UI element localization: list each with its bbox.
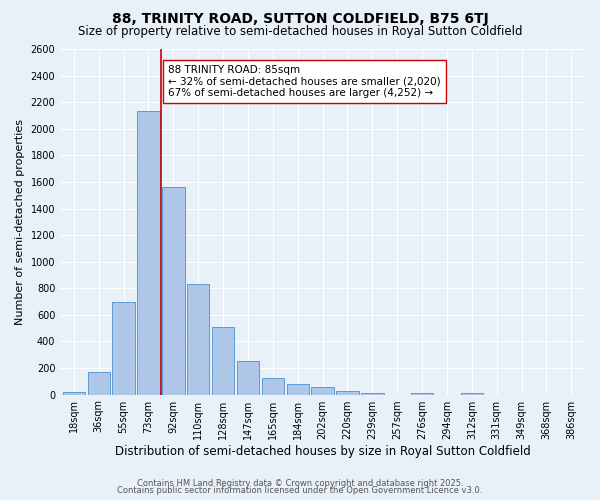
Text: Contains public sector information licensed under the Open Government Licence v3: Contains public sector information licen… xyxy=(118,486,482,495)
Bar xyxy=(212,327,234,394)
Text: 88, TRINITY ROAD, SUTTON COLDFIELD, B75 6TJ: 88, TRINITY ROAD, SUTTON COLDFIELD, B75 … xyxy=(112,12,488,26)
Bar xyxy=(88,372,110,394)
Text: Size of property relative to semi-detached houses in Royal Sutton Coldfield: Size of property relative to semi-detach… xyxy=(78,25,522,38)
Bar xyxy=(311,386,334,394)
Text: 88 TRINITY ROAD: 85sqm
← 32% of semi-detached houses are smaller (2,020)
67% of : 88 TRINITY ROAD: 85sqm ← 32% of semi-det… xyxy=(169,65,441,98)
X-axis label: Distribution of semi-detached houses by size in Royal Sutton Coldfield: Distribution of semi-detached houses by … xyxy=(115,444,530,458)
Bar xyxy=(62,392,85,394)
Bar xyxy=(112,302,135,394)
Bar xyxy=(262,378,284,394)
Bar xyxy=(162,187,185,394)
Bar xyxy=(187,284,209,395)
Text: Contains HM Land Registry data © Crown copyright and database right 2025.: Contains HM Land Registry data © Crown c… xyxy=(137,478,463,488)
Bar xyxy=(137,112,160,395)
Y-axis label: Number of semi-detached properties: Number of semi-detached properties xyxy=(15,119,25,325)
Bar xyxy=(287,384,309,394)
Bar xyxy=(237,362,259,394)
Bar xyxy=(336,392,359,394)
Bar xyxy=(361,392,383,394)
